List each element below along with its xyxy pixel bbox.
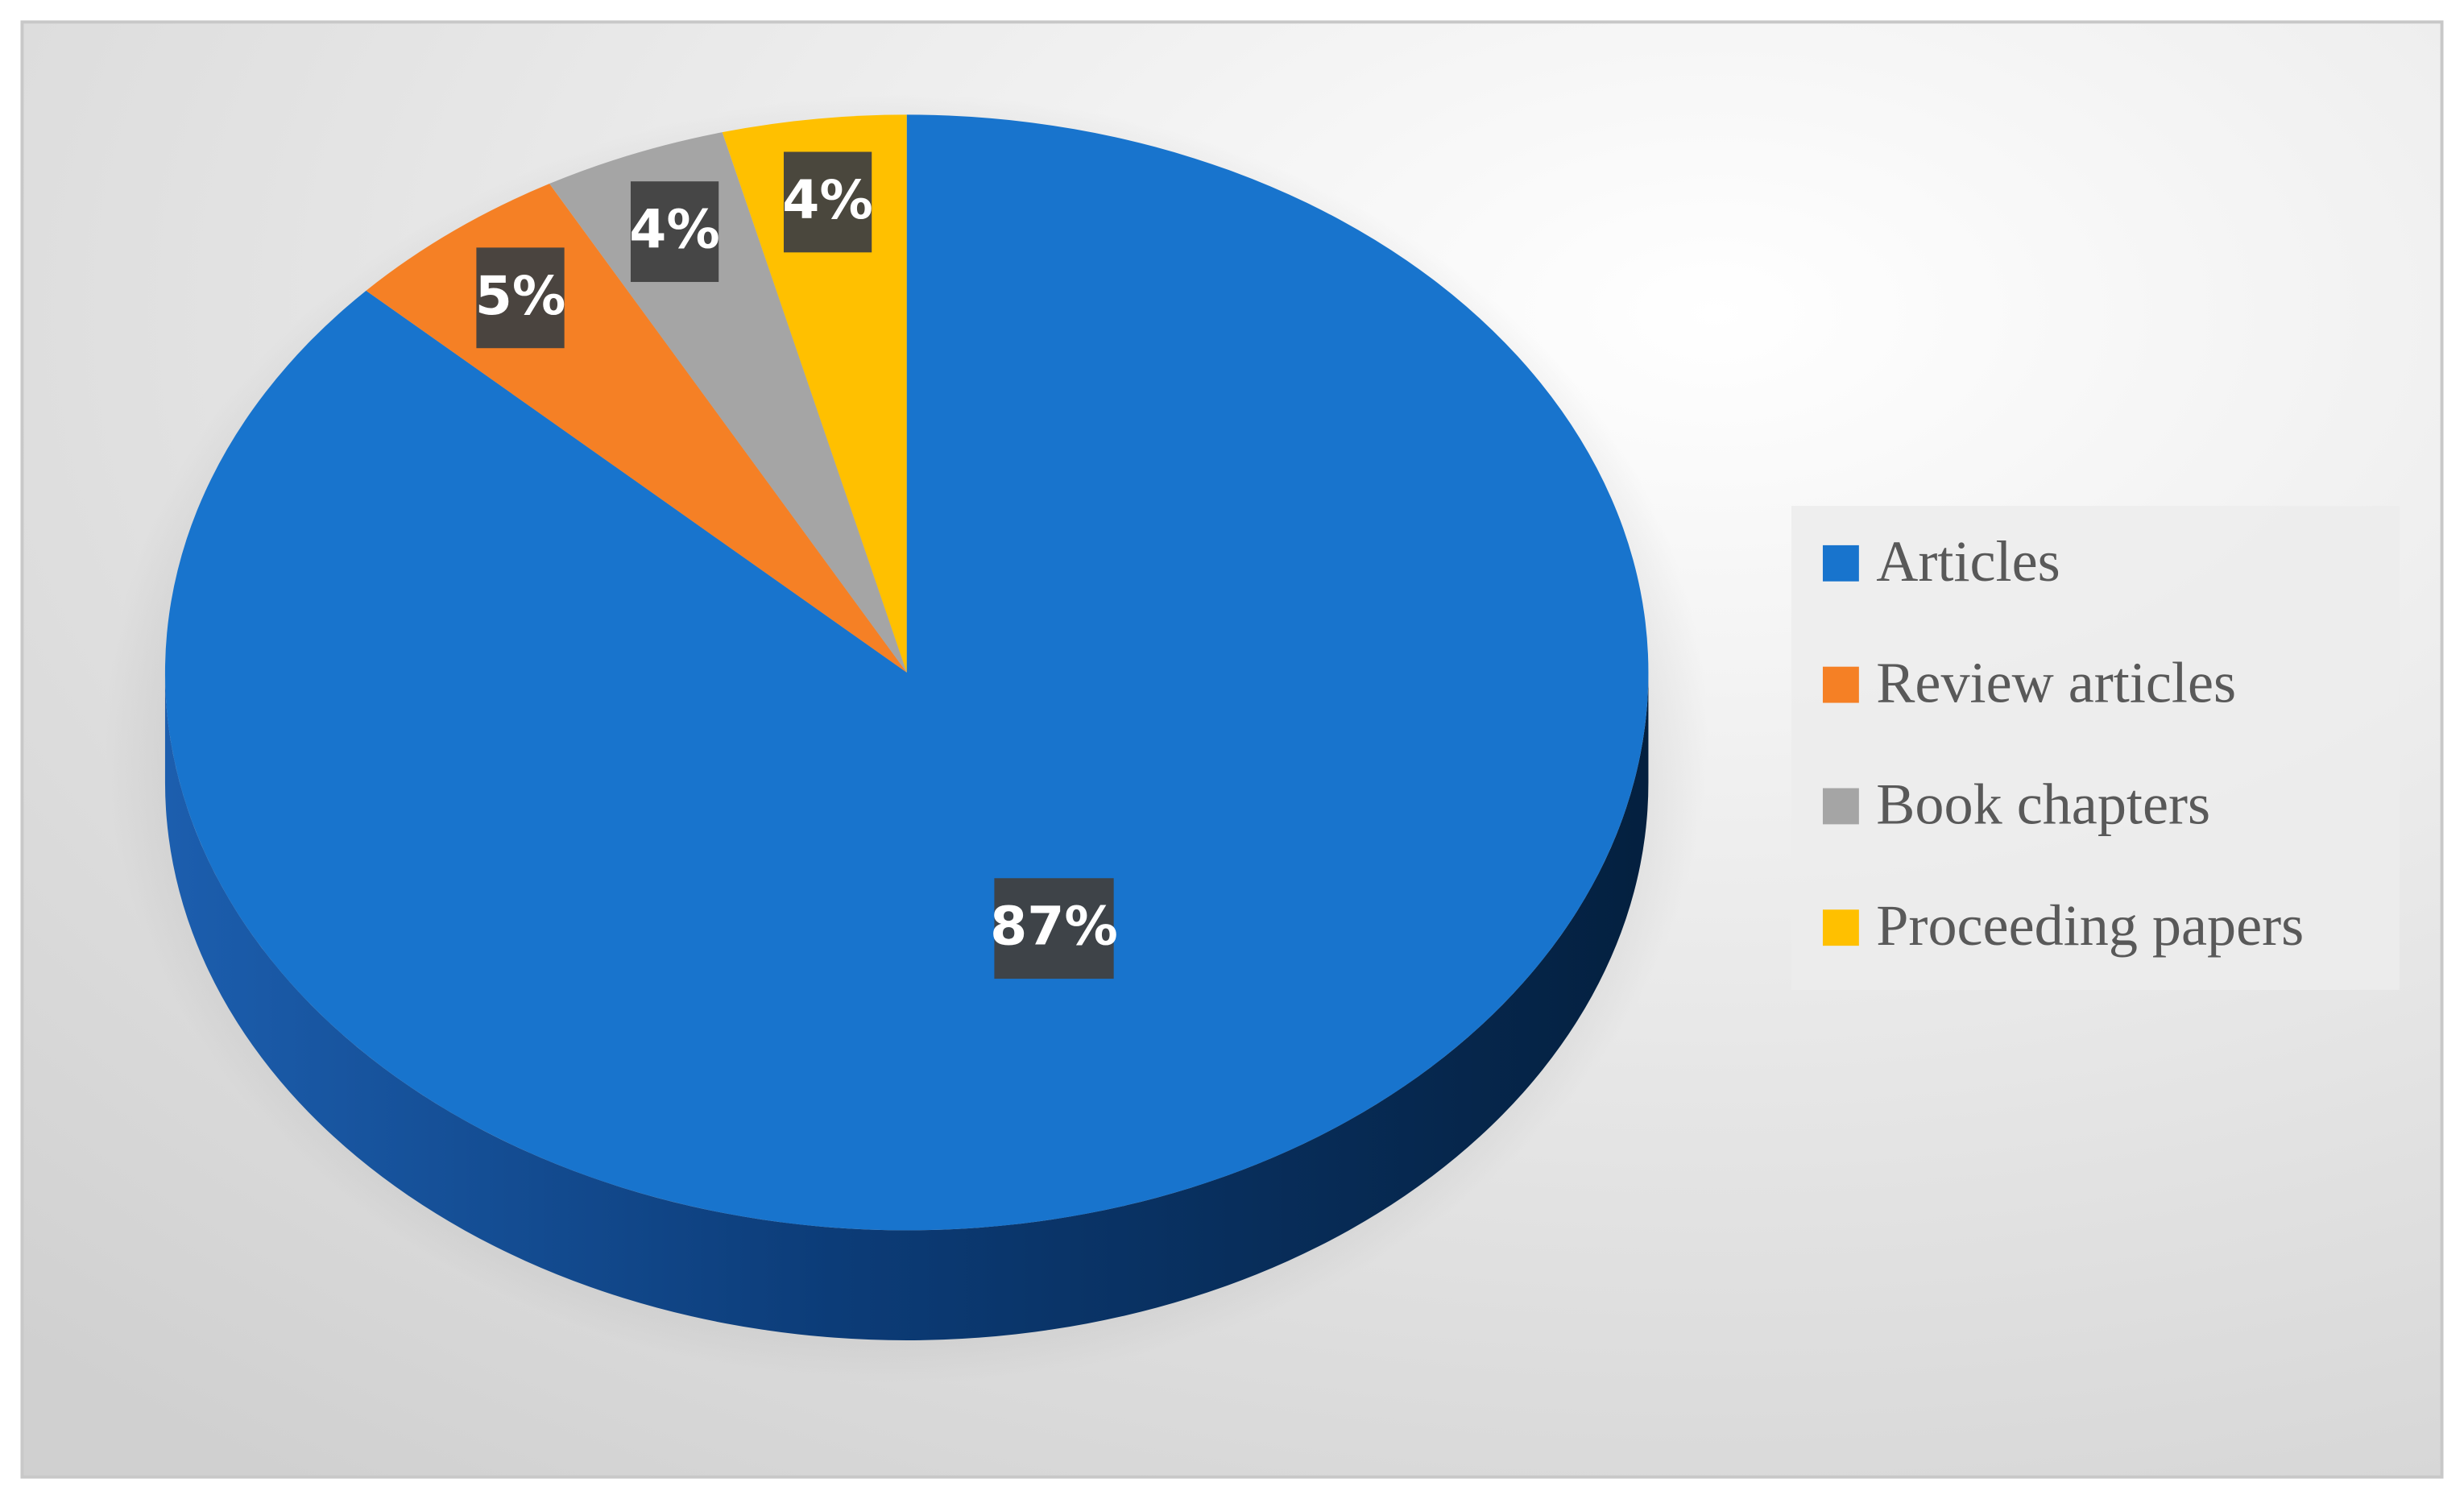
pie-slice (164, 114, 1649, 1231)
legend-label: Articles (1876, 529, 2060, 594)
legend-label: Review articles (1876, 651, 2236, 715)
legend-swatch (1822, 545, 1859, 582)
data-label: 4% (782, 168, 873, 231)
legend-swatch (1822, 666, 1859, 703)
data-label-box (783, 151, 872, 253)
data-label-box (476, 247, 565, 349)
pie: 87% 5% 4% 4% (164, 114, 1649, 1340)
legend: Articles Review articles Book chapters Proc… (1822, 529, 2304, 958)
data-label: 4% (629, 198, 720, 261)
pie-slice (722, 114, 907, 673)
data-label: 87% (990, 895, 1118, 958)
legend-swatch (1822, 909, 1859, 946)
data-label-box (994, 878, 1114, 979)
legend-swatch (1822, 788, 1859, 825)
legend-box (1791, 506, 2400, 990)
legend-label: Proceeding papers (1876, 893, 2304, 958)
legend-label: Book chapters (1876, 772, 2210, 836)
data-label-box (630, 181, 719, 283)
pie-side (164, 672, 1649, 1340)
data-label: 5% (475, 264, 566, 327)
